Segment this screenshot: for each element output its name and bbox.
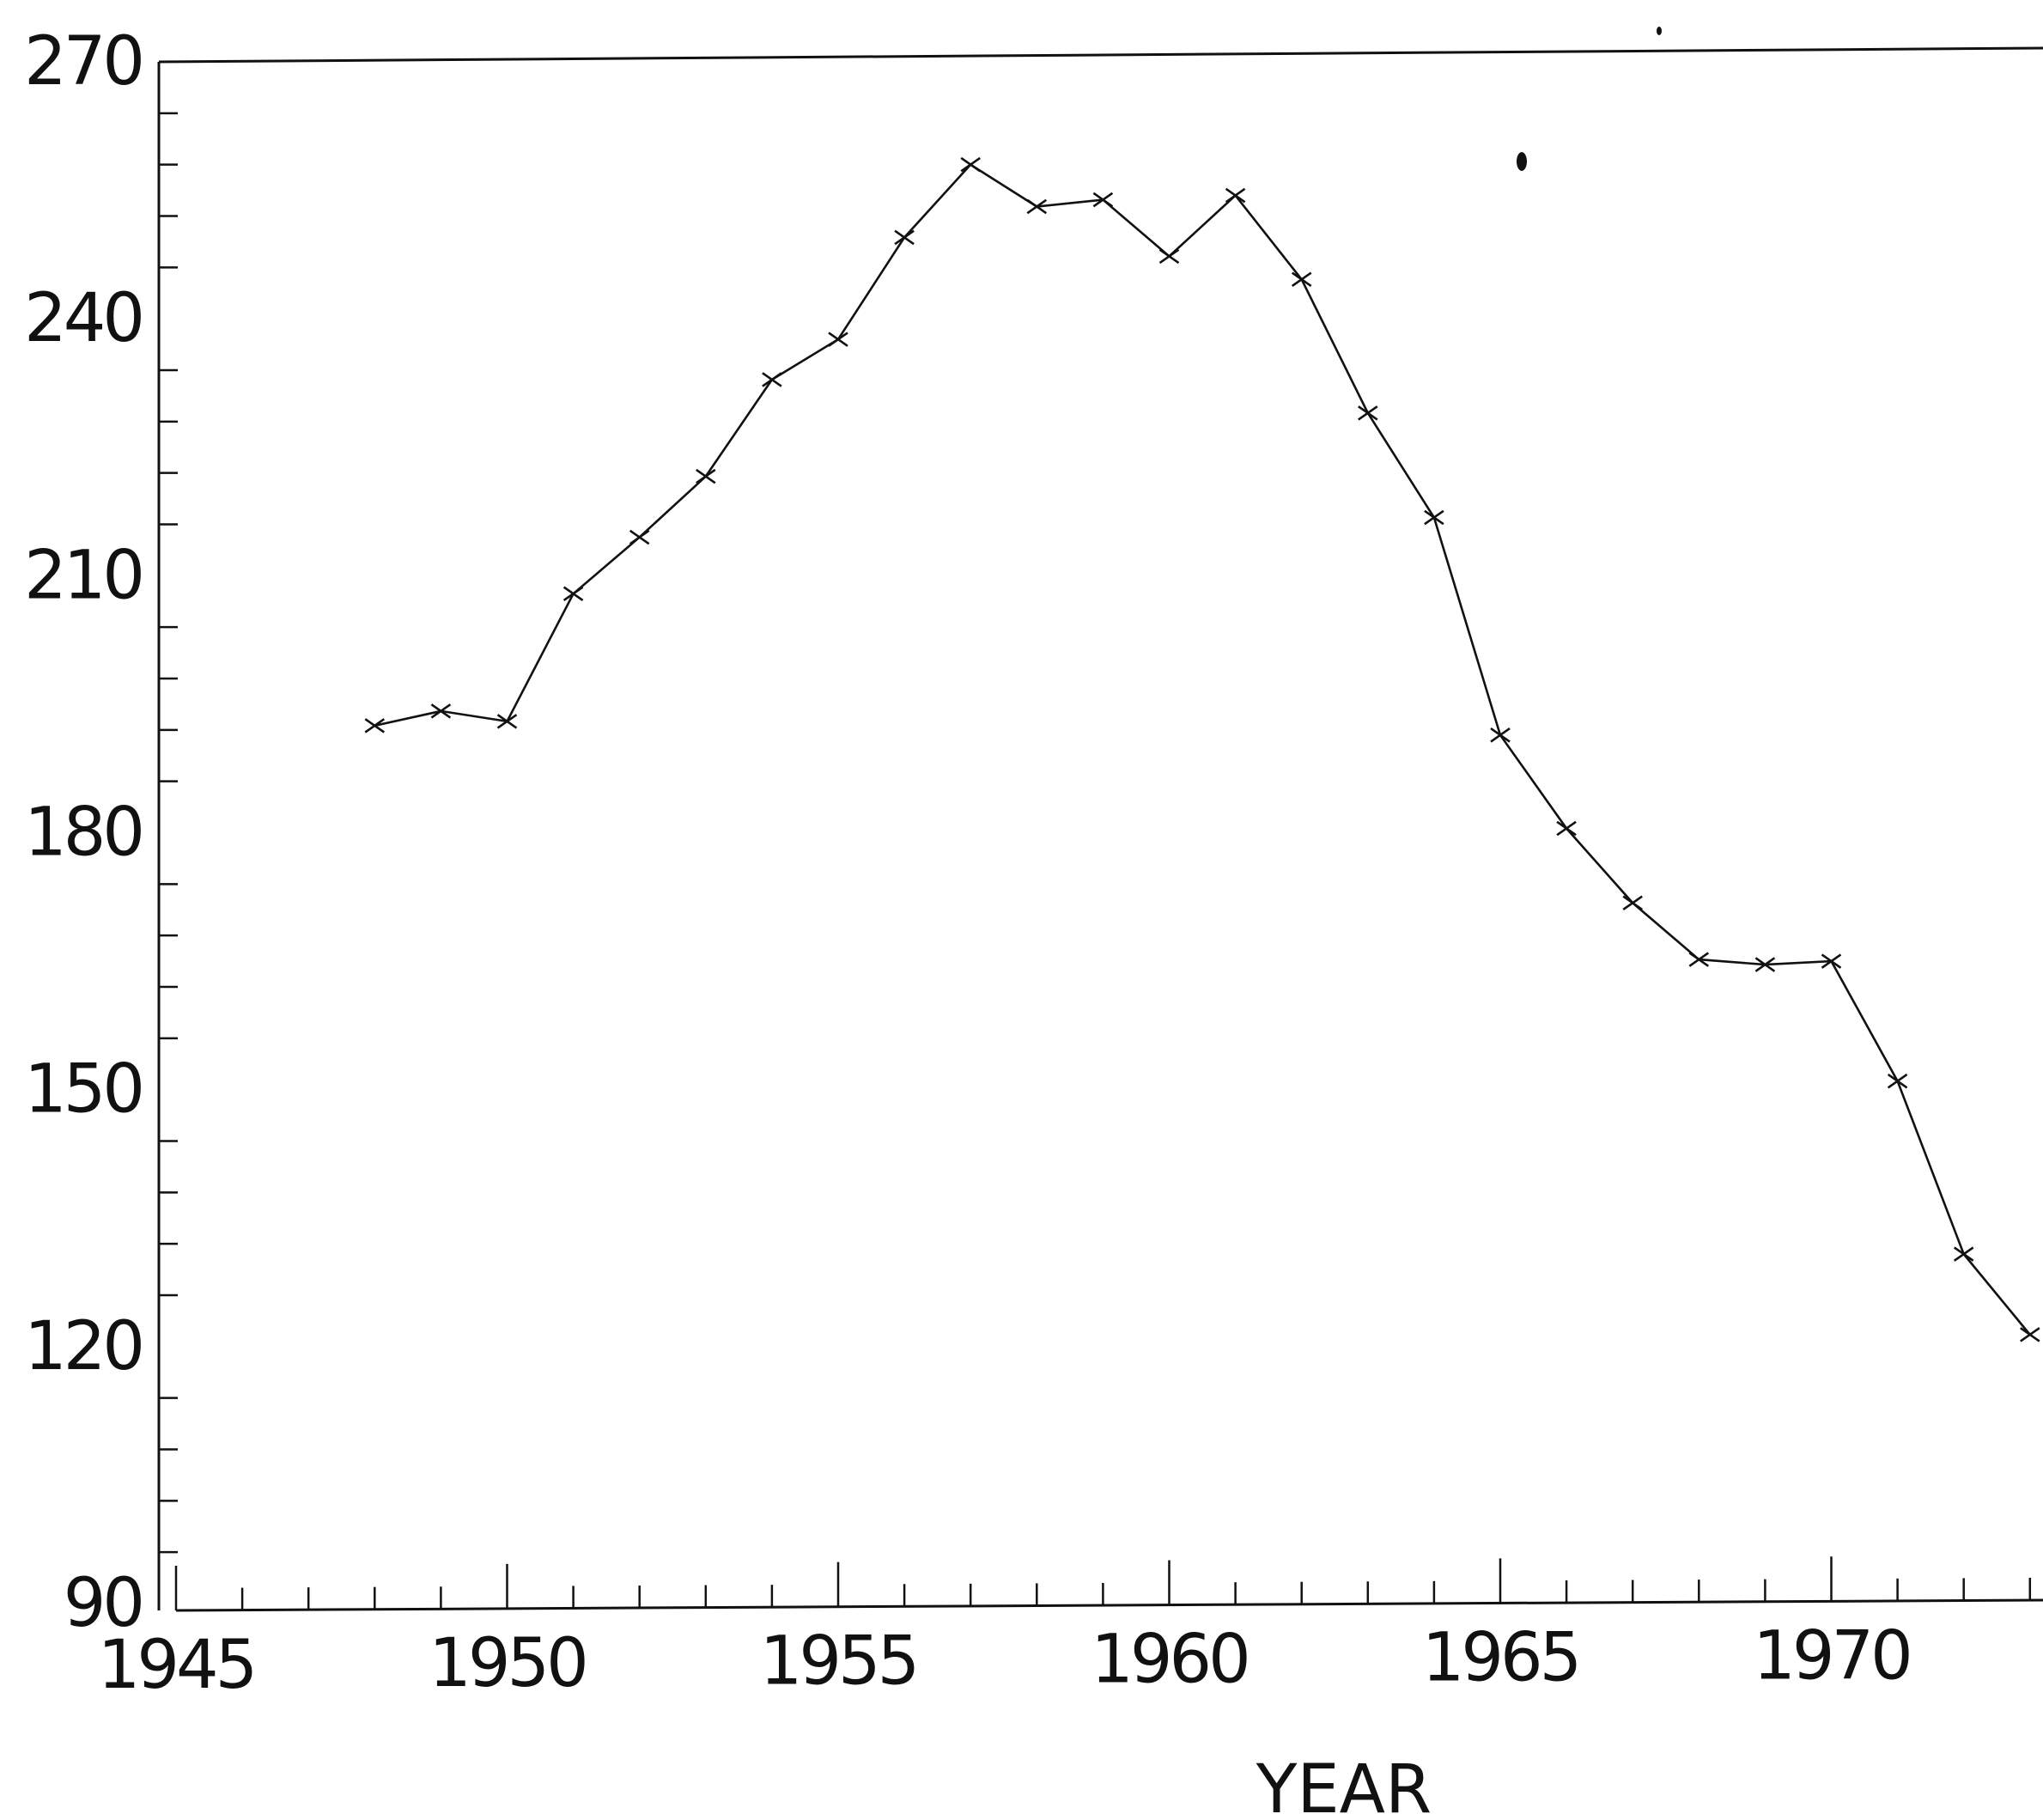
data-point-marker (1026, 198, 1048, 215)
x-axis-line (175, 1598, 2043, 1612)
data-point-marker (496, 714, 518, 729)
marker-stroke (629, 529, 650, 545)
data-point-marker (1225, 187, 1246, 204)
marker-stroke (1358, 405, 1378, 421)
x-axis-title: YEAR (1256, 1751, 1432, 1820)
data-point-marker (696, 468, 716, 484)
x-tick-label: 1965 (1422, 1619, 1579, 1696)
data-point-marker (1490, 727, 1511, 743)
marker-stroke (1225, 187, 1246, 204)
marker-stroke (894, 229, 915, 246)
marker-stroke (696, 468, 716, 484)
data-point-marker (762, 372, 782, 387)
x-tick-label: 1945 (98, 1627, 255, 1704)
marker-stroke (562, 586, 584, 602)
marker-stroke (1887, 1073, 1908, 1089)
marker-stroke (496, 714, 518, 729)
marker-stroke (828, 332, 848, 347)
marker-stroke (1291, 271, 1312, 288)
data-point-marker (1291, 271, 1312, 288)
data-point-marker (1953, 1246, 1974, 1262)
data-point-marker (1887, 1073, 1908, 1089)
y-tick-label: 180 (24, 794, 142, 872)
data-point-marker (1622, 895, 1643, 911)
ink-speck (1517, 152, 1527, 171)
marker-stroke (1490, 727, 1511, 743)
data-point-marker (1556, 820, 1577, 837)
series-line (374, 162, 2031, 1336)
marker-stroke (1424, 509, 1444, 526)
marker-stroke (430, 703, 452, 719)
x-tick-label: 1960 (1091, 1622, 1248, 1699)
data-point-marker (1821, 953, 1842, 969)
plot-frame (157, 46, 2043, 1612)
x-tick-label: 1970 (1753, 1617, 1910, 1695)
y-tick-label: 120 (24, 1308, 142, 1385)
marker-stroke (762, 372, 782, 387)
data-point-marker (1158, 248, 1180, 265)
marker-stroke (2020, 1327, 2040, 1342)
x-tick-label: 1955 (760, 1623, 917, 1701)
y-tick-label: 270 (24, 23, 142, 100)
data-point-marker (1092, 192, 1114, 208)
chart-title: BIRTH RATES (155, 0, 585, 15)
data-point-marker (1424, 509, 1444, 526)
data-point-marker (960, 156, 981, 173)
data-point-marker (894, 229, 915, 246)
data-point-marker (1754, 957, 1776, 972)
x-tick-label: 1950 (429, 1625, 586, 1702)
data-point-marker (1358, 405, 1378, 421)
y-tick-label: 90 (64, 1565, 142, 1642)
y-tick-label: 210 (24, 537, 142, 614)
data-point-marker (2020, 1327, 2040, 1342)
data-point-marker (430, 703, 452, 719)
marker-stroke (1556, 820, 1577, 837)
data-point-marker (562, 586, 584, 602)
data-series (364, 156, 2040, 1342)
marker-stroke (960, 156, 981, 173)
marker-stroke (1158, 248, 1180, 265)
data-point-marker (1688, 952, 1710, 967)
y-tick-label: 150 (24, 1051, 142, 1129)
marker-stroke (364, 718, 386, 733)
marker-stroke (1026, 198, 1048, 215)
x-axis: 1945 1950 1955 1960 1965 1970 (98, 1556, 2032, 1704)
marker-stroke (1953, 1246, 1974, 1262)
ink-speck (1657, 27, 1662, 35)
data-point-marker (364, 718, 386, 733)
marker-stroke (1688, 952, 1710, 967)
y-tick-label: 240 (24, 280, 142, 357)
marker-stroke (1622, 895, 1643, 911)
data-point-marker (629, 529, 650, 545)
marker-stroke (1821, 953, 1842, 969)
marker-stroke (1754, 957, 1776, 972)
data-point-marker (828, 332, 848, 347)
top-frame-line (158, 46, 2043, 64)
y-axis: 90 120 150 180 210 240 270 (24, 23, 178, 1642)
marker-stroke (1092, 192, 1114, 208)
